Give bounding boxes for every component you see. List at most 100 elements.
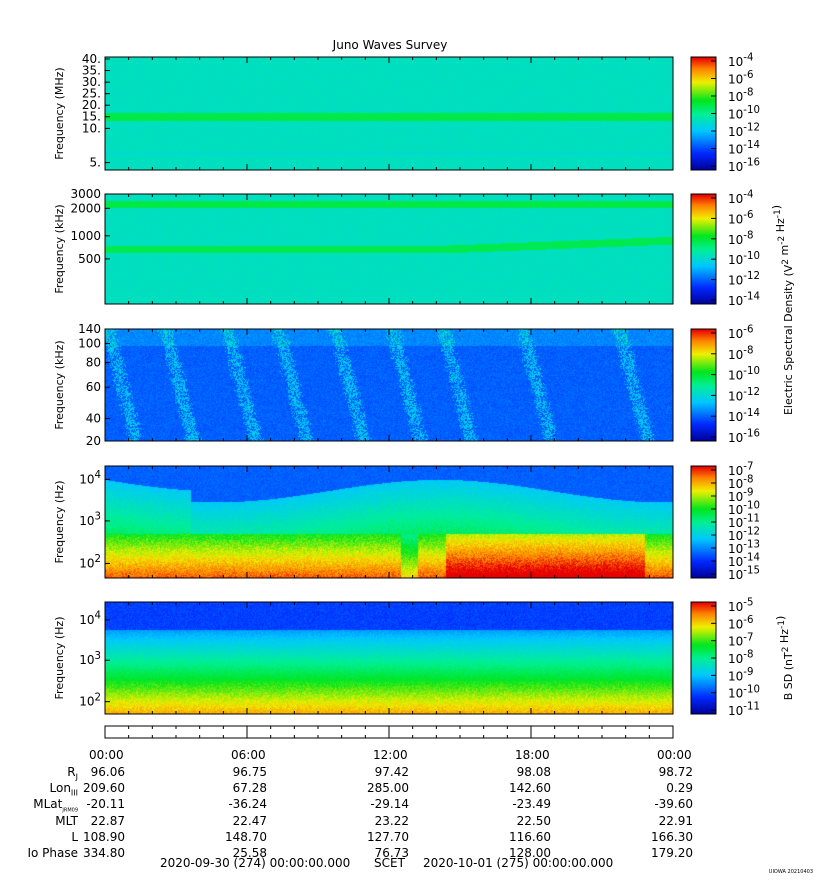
colorbar-tick-label: 10-10 bbox=[728, 105, 760, 121]
y-tick-label: 2000 bbox=[70, 201, 101, 215]
ephemeris-label: MLT bbox=[55, 813, 78, 828]
y-tick-label: 15. bbox=[82, 110, 101, 124]
colorbar-label: B SD (nT2 Hz-1) bbox=[774, 616, 795, 701]
y-tick-label: 100 bbox=[78, 337, 101, 351]
colorbar-tick-label: 10-16 bbox=[728, 158, 760, 174]
y-tick-label: 20 bbox=[86, 434, 101, 448]
y-axis-label: Frequency (kHz) bbox=[53, 204, 66, 293]
time-tick-label: 00:00 bbox=[89, 748, 124, 762]
y-axis-label: Frequency (Hz) bbox=[53, 481, 66, 564]
y-tick-label: 25. bbox=[82, 87, 101, 101]
time-tick-label: 18:00 bbox=[515, 748, 550, 762]
time-tick-label: 12:00 bbox=[373, 748, 408, 762]
ephemeris-value: -36.24 bbox=[228, 797, 267, 812]
ephemeris-value: 22.91 bbox=[658, 813, 693, 828]
colorbar-tick-label: 10-10 bbox=[728, 366, 760, 382]
y-tick-label: 80 bbox=[86, 356, 101, 370]
ephemeris-value: 22.87 bbox=[90, 813, 125, 828]
ephemeris-value: 96.06 bbox=[90, 765, 125, 779]
y-tick-label: 500 bbox=[78, 252, 101, 266]
colorbar-tick-label: 10-9 bbox=[728, 488, 753, 504]
ephemeris-label: LonIII bbox=[49, 781, 79, 798]
spectrogram-panel-1: 40.35.30.25.20.15.10. 5. Frequency (MHz) 10… bbox=[53, 52, 760, 174]
ephemeris-label: MLatJRM09 bbox=[33, 797, 78, 814]
colorbar-5: 10-510-610-7 10-810-910-10 10-11 B SD (nT2 … bbox=[690, 598, 795, 718]
spectrogram-image bbox=[105, 329, 673, 441]
ephemeris-value: 22.47 bbox=[232, 813, 267, 828]
y-tick-label: 102 bbox=[79, 692, 101, 708]
colorbar-tick-label: 10-13 bbox=[728, 540, 760, 556]
colorbar-tick-label: 10-10 bbox=[728, 501, 760, 517]
y-tick-label: 104 bbox=[79, 611, 101, 627]
y-tick-label: 103 bbox=[79, 511, 101, 527]
ephemeris-value: 0.29 bbox=[666, 781, 693, 796]
spectrogram-panel-4: 104 103 102 Frequency (Hz) 10-710-810-910-10… bbox=[53, 462, 760, 582]
colorbar-tick-label: 10-12 bbox=[728, 123, 760, 139]
colorbar-tick-label: 10-6 bbox=[728, 70, 753, 86]
colorbar-tick-label: 10-14 bbox=[728, 140, 760, 156]
spectrogram-image bbox=[105, 57, 673, 170]
y-tick-label: 40. bbox=[82, 52, 101, 66]
y-tick-label: 103 bbox=[79, 651, 101, 667]
colorbar-tick-label: 10-7 bbox=[728, 632, 753, 648]
ephemeris-value: 148.70 bbox=[225, 829, 267, 844]
y-tick-label: 30. bbox=[82, 75, 101, 89]
ephemeris-value: -23.49 bbox=[512, 797, 551, 812]
ephemeris-value: 127.70 bbox=[367, 829, 409, 844]
colorbar-tick-label: 10-10 bbox=[728, 251, 760, 267]
y-tick-label: 140 bbox=[78, 322, 101, 336]
colorbar-tick-label: 10-14 bbox=[728, 292, 760, 308]
figure-title: Juno Waves Survey bbox=[332, 38, 448, 52]
y-tick-label: 60 bbox=[86, 380, 101, 394]
ephemeris-value: -39.60 bbox=[654, 797, 693, 812]
ephemeris-value: 25.58 bbox=[232, 846, 267, 860]
ephemeris-label: L bbox=[71, 829, 78, 844]
ephemeris-value: 128.00 bbox=[509, 846, 551, 860]
footer-end: 2020-10-01 (275) 00:00:00.000 bbox=[423, 856, 614, 870]
footer-start: 2020-09-30 (274) 00:00:00.000 bbox=[160, 856, 351, 870]
colorbar-2: 10-4 10-6 10-8 10-10 10-12 10-14 Electric Spec… bbox=[690, 190, 795, 415]
time-tick-label: 00:00 bbox=[657, 748, 692, 762]
y-tick-label: 10. bbox=[82, 121, 101, 135]
time-axis bbox=[104, 725, 674, 739]
ephemeris-value: 67.28 bbox=[232, 781, 267, 796]
ephemeris-value: 166.30 bbox=[651, 829, 693, 844]
colorbar-3: 10-6 10-8 10-10 10-12 10-14 10-16 bbox=[690, 325, 760, 445]
colorbar-tick-label: 10-12 bbox=[728, 271, 760, 287]
ephemeris-label: Io Phase bbox=[27, 846, 78, 860]
colorbar-tick-label: 10-9 bbox=[728, 667, 753, 683]
y-tick-label: 104 bbox=[79, 470, 101, 486]
colorbar-tick-label: 10-6 bbox=[728, 210, 753, 226]
colorbar-tick-label: 10-8 bbox=[728, 475, 753, 491]
ephemeris-value: 142.60 bbox=[509, 781, 551, 796]
ephemeris-value: -20.11 bbox=[86, 797, 125, 812]
y-tick-label: 40 bbox=[86, 412, 101, 426]
ephemeris-value: 98.08 bbox=[516, 765, 551, 779]
ephemeris-value: 97.42 bbox=[374, 765, 409, 779]
spectrogram-image bbox=[105, 602, 673, 714]
ephemeris-value: 116.60 bbox=[509, 829, 551, 844]
colorbar-tick-label: 10-8 bbox=[728, 650, 753, 666]
y-axis-label: Frequency (MHz) bbox=[53, 67, 66, 159]
ephemeris-value: 179.20 bbox=[651, 846, 693, 860]
colorbar-tick-label: 10-14 bbox=[728, 408, 760, 424]
ephemeris-value: 96.75 bbox=[232, 765, 267, 779]
y-axis-label: Frequency (Hz) bbox=[53, 617, 66, 700]
colorbar-label: Electric Spectral Density (V2 m-2 Hz-1) bbox=[770, 205, 795, 415]
y-tick-label: 35. bbox=[82, 64, 101, 78]
footer-scet: SCET bbox=[374, 856, 405, 870]
colorbar-tick-label: 10-11 bbox=[728, 702, 760, 718]
colorbar-tick-label: 10-8 bbox=[728, 88, 753, 104]
colorbar-tick-label: 10-11 bbox=[728, 514, 760, 530]
ephemeris-value: 334.80 bbox=[83, 846, 125, 860]
time-tick-label: 06:00 bbox=[231, 748, 266, 762]
colorbar-tick-label: 10-7 bbox=[728, 462, 753, 478]
ephemeris-value: 22.50 bbox=[516, 813, 551, 828]
colorbar-tick-label: 10-6 bbox=[728, 615, 753, 631]
colorbar-tick-label: 10-10 bbox=[728, 684, 760, 700]
colorbar-4: 10-710-810-910-1010-1110-1210-1310-1410-… bbox=[690, 462, 760, 582]
ephemeris-value: 98.72 bbox=[658, 765, 693, 779]
ephemeris-value: 76.73 bbox=[374, 846, 409, 860]
